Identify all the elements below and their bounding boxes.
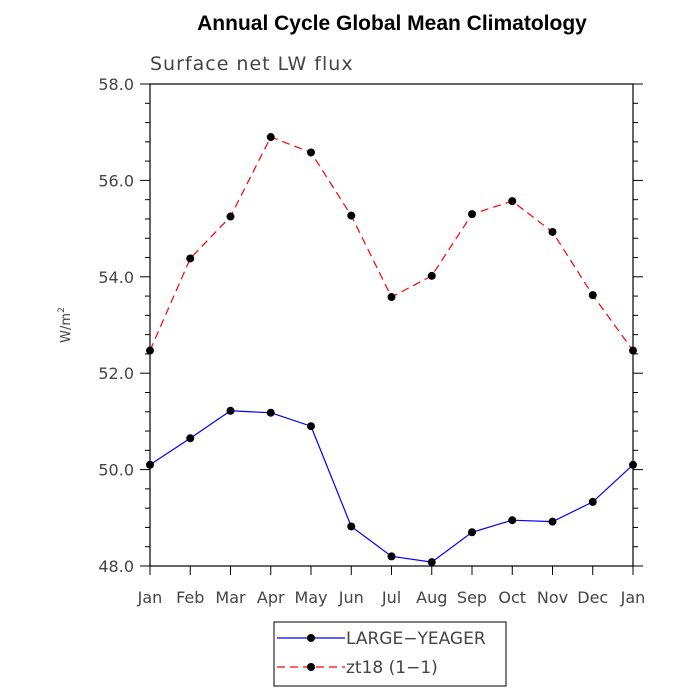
y-axis-label-superscript: 2 (57, 307, 67, 313)
y-tick-label: 58.0 (98, 75, 134, 94)
series-point-1 (226, 212, 235, 221)
series-point-0 (186, 434, 195, 443)
x-tick-label: Dec (577, 588, 608, 607)
legend-marker-1 (307, 663, 315, 671)
series-point-1 (548, 227, 557, 236)
x-tick-label: Jun (338, 588, 364, 607)
series-point-1 (468, 210, 476, 219)
chart-title: Annual Cycle Global Mean Climatology (197, 12, 587, 35)
legend-items: LARGE−YEAGER zt18 (1−1) (277, 629, 486, 678)
x-axis: Jan Feb Mar Apr May Jun Jul Aug Sep Oct Nov Dec Jan (137, 566, 646, 607)
x-tick-label: Jan (137, 588, 163, 607)
legend-label-0: LARGE−YEAGER (346, 629, 486, 649)
series-point-1 (387, 293, 396, 302)
x-tick-label: Apr (257, 588, 285, 607)
y-tick-label: 48.0 (98, 557, 134, 576)
series-layer (146, 133, 637, 567)
x-tick-label: Oct (498, 588, 526, 607)
legend-label-1: zt18 (1−1) (346, 658, 438, 678)
series-point-1 (588, 291, 597, 300)
series-point-0 (427, 558, 436, 567)
y-axis-label-main: W/m (59, 313, 74, 343)
x-tick-label: Aug (416, 588, 447, 607)
series-point-0 (629, 460, 637, 469)
series-line-0 (149, 410, 634, 563)
series-line-1 (149, 136, 634, 351)
y-tick-label: 50.0 (98, 461, 134, 480)
series-point-1 (629, 346, 637, 355)
y-tick-label: 52.0 (98, 364, 134, 383)
y-tick-label: 54.0 (98, 268, 134, 287)
x-tick-label: Mar (215, 588, 246, 607)
series-point-0 (387, 552, 396, 561)
series-point-0 (588, 497, 597, 506)
plot-frame (149, 83, 634, 567)
series-point-1 (508, 197, 517, 206)
y-axis: 48.0 50.0 52.0 54.0 56.0 58.0 (98, 75, 643, 576)
series-point-1 (146, 346, 154, 355)
series-point-0 (347, 522, 356, 531)
y-axis-label: W/m2 (57, 307, 74, 343)
legend: LARGE−YEAGER zt18 (1−1) (273, 621, 507, 687)
x-tick-label: Jul (381, 588, 401, 607)
series-point-1 (186, 254, 195, 263)
series-point-1 (307, 148, 315, 157)
chart-subtitle: Surface net LW flux (150, 53, 354, 75)
series-point-1 (347, 211, 356, 220)
y-tick-label: 56.0 (98, 171, 134, 190)
x-tick-label: Jan (620, 588, 646, 607)
series-point-0 (468, 528, 476, 537)
series-point-0 (508, 516, 517, 525)
series-point-1 (266, 133, 275, 142)
x-tick-label: Nov (537, 588, 568, 607)
legend-box (273, 621, 507, 687)
x-tick-label: May (294, 588, 327, 607)
series-point-0 (548, 517, 557, 526)
series-point-0 (226, 406, 235, 415)
x-tick-label: Sep (457, 588, 487, 607)
series-point-0 (307, 422, 315, 431)
legend-marker-0 (307, 634, 315, 642)
x-tick-label: Feb (176, 588, 204, 607)
series-point-1 (427, 271, 436, 280)
series-point-0 (266, 408, 275, 417)
series-point-0 (146, 460, 154, 469)
